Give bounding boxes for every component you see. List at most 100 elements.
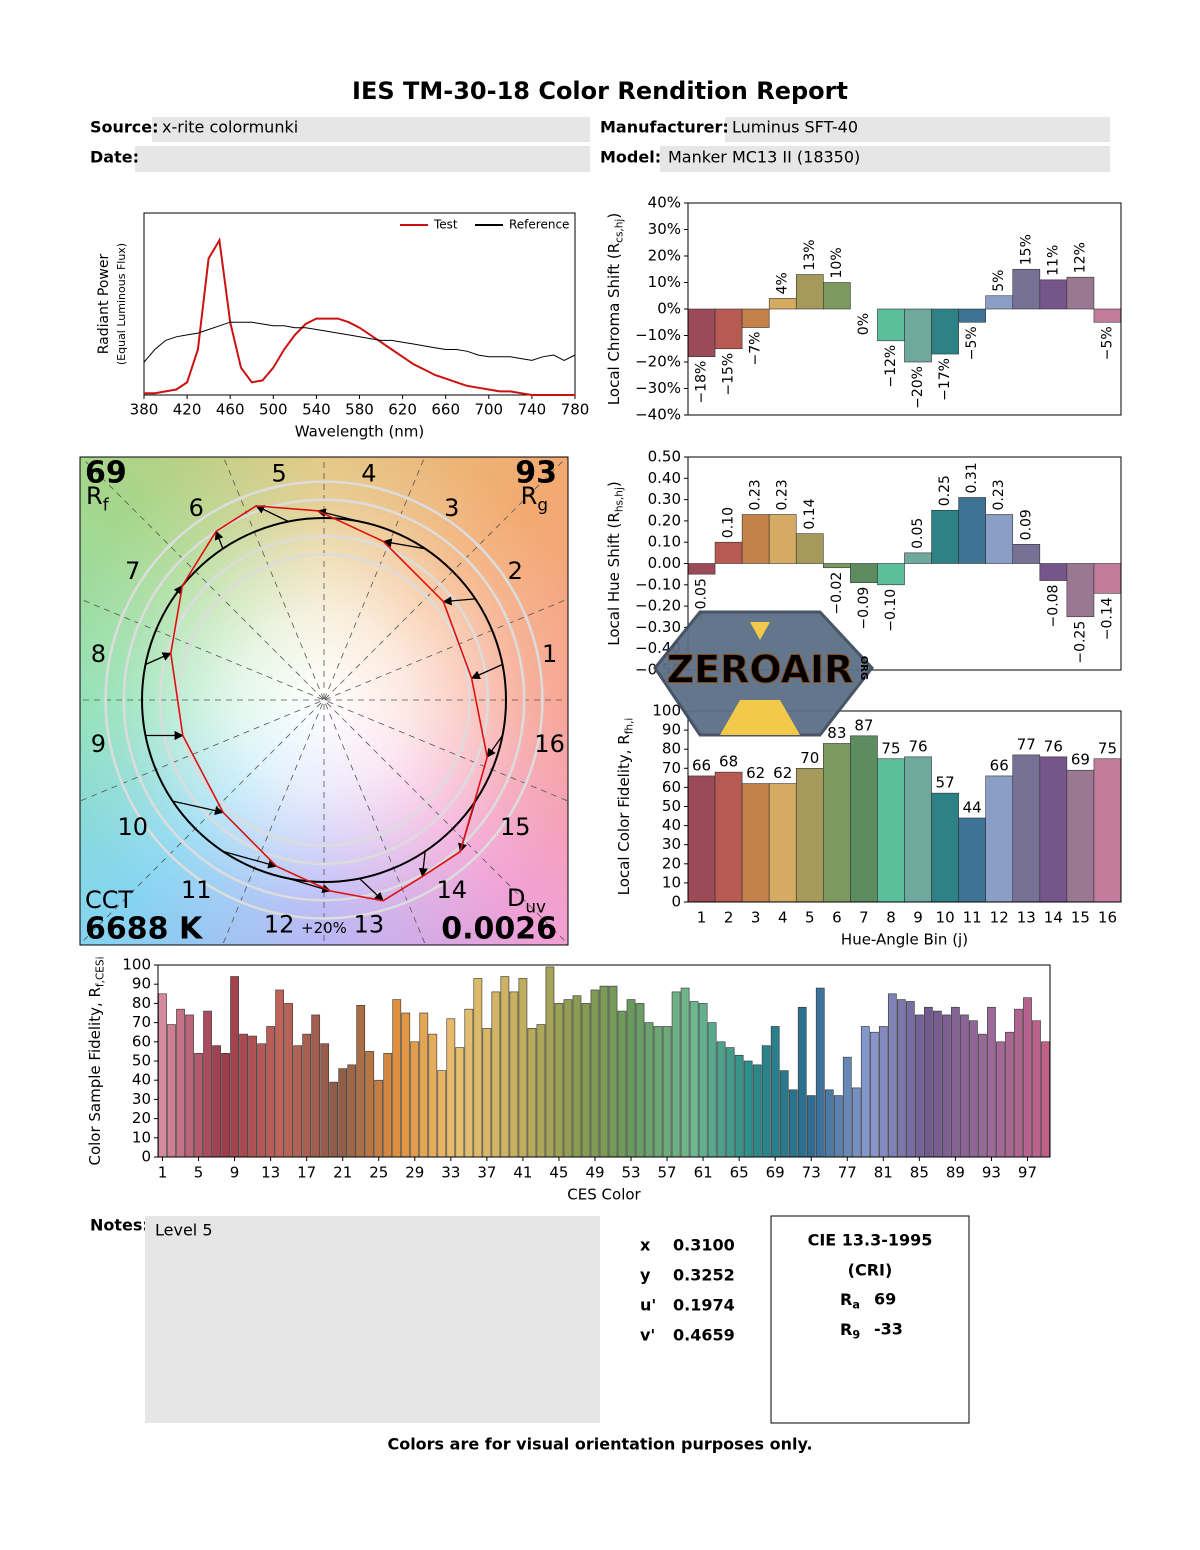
value-label: 57 bbox=[936, 774, 955, 792]
x-tick-label: 4 bbox=[778, 909, 788, 927]
bar bbox=[823, 563, 851, 569]
x-tick-label: 12 bbox=[990, 909, 1009, 927]
bar bbox=[869, 1031, 879, 1158]
value-label: 75 bbox=[1098, 739, 1117, 757]
value-label: 66 bbox=[692, 756, 711, 774]
bin-divider bbox=[80, 598, 568, 802]
value-label: 68 bbox=[719, 753, 738, 771]
bar bbox=[230, 976, 239, 1158]
x-tick-label: 14 bbox=[1044, 909, 1063, 927]
bar bbox=[203, 1010, 212, 1158]
bar bbox=[662, 1026, 672, 1158]
x-tick-label: 17 bbox=[297, 1164, 316, 1182]
report-title: IES TM-30-18 Color Rendition Report bbox=[352, 77, 848, 105]
bar bbox=[527, 1028, 537, 1158]
bar bbox=[464, 1008, 474, 1158]
bar bbox=[931, 308, 959, 355]
x-tick-label: 9 bbox=[230, 1164, 240, 1182]
cri-subtitle: (CRI) bbox=[848, 1261, 893, 1280]
bin-label: 14 bbox=[437, 876, 468, 904]
value-label: 70 bbox=[800, 749, 819, 767]
field-value: Luminus SFT-40 bbox=[732, 118, 858, 137]
bin-divider bbox=[80, 598, 568, 802]
y-axis-label-part: ) bbox=[605, 213, 623, 219]
bar bbox=[455, 1047, 465, 1158]
value-label: 10% bbox=[829, 247, 845, 278]
y-tick-label: 90 bbox=[132, 975, 151, 993]
y-tick-label: 40% bbox=[648, 194, 681, 212]
cri-value: -33 bbox=[874, 1320, 903, 1339]
y-tick-label: 70 bbox=[132, 1013, 151, 1031]
value-label: −5% bbox=[964, 326, 980, 360]
x-tick-label: 13 bbox=[261, 1164, 280, 1182]
x-tick-label: 6 bbox=[832, 909, 842, 927]
chromaticity: x 0.3100 y 0.3252 u' 0.1974 v' 0.4659 bbox=[640, 1236, 735, 1345]
value-label: 76 bbox=[908, 737, 927, 755]
bar bbox=[768, 514, 797, 564]
charts: 380 420 460 500 540 580 620 660 700 740 780Wavelen… bbox=[86, 194, 1122, 1204]
bar bbox=[437, 1070, 447, 1158]
bar bbox=[545, 966, 555, 1158]
x-tick-label: 25 bbox=[369, 1164, 388, 1182]
y-tick-label: 10 bbox=[662, 873, 681, 891]
bar bbox=[833, 1095, 843, 1158]
x-tick-label: 45 bbox=[549, 1164, 568, 1182]
bar bbox=[509, 991, 519, 1158]
bar bbox=[860, 1026, 870, 1158]
bar bbox=[768, 298, 797, 310]
bar bbox=[329, 1081, 339, 1158]
duv-label: Duv bbox=[507, 884, 546, 916]
x-tick-label: 10 bbox=[936, 909, 955, 927]
value-label: −0.05 bbox=[694, 578, 710, 621]
bar bbox=[877, 563, 905, 586]
bar bbox=[823, 282, 851, 310]
bar bbox=[779, 1070, 789, 1158]
ring-gridline bbox=[158, 534, 490, 866]
chromaticity-value: 0.3252 bbox=[673, 1266, 735, 1285]
y-tick-label: 30 bbox=[662, 835, 681, 853]
bin-label: 6 bbox=[189, 494, 204, 522]
value-label: −0.25 bbox=[1072, 621, 1088, 664]
cct-value: 6688 K bbox=[85, 912, 204, 947]
bar bbox=[960, 1014, 969, 1158]
ring-label: +20% bbox=[301, 919, 347, 937]
y-axis-label-part: Local Color Fidelity, R bbox=[615, 734, 633, 895]
bar bbox=[599, 985, 609, 1158]
cri-label-part: R bbox=[840, 1290, 852, 1309]
watermark-sub: ORG bbox=[858, 656, 869, 680]
y-tick-label: 0% bbox=[657, 300, 681, 318]
bar bbox=[770, 1026, 780, 1158]
x-tick-label: 33 bbox=[441, 1164, 460, 1182]
y-tick-label: 30 bbox=[132, 1090, 151, 1108]
x-tick-label: 780 bbox=[561, 401, 590, 419]
x-tick-label: 77 bbox=[838, 1164, 857, 1182]
bar bbox=[958, 497, 986, 564]
bar bbox=[356, 1005, 366, 1158]
x-tick-label: 11 bbox=[963, 909, 982, 927]
cct-label: CCT bbox=[85, 886, 134, 914]
bar bbox=[914, 1014, 924, 1158]
x-tick-label: 660 bbox=[431, 401, 460, 419]
cri-label: R9 bbox=[840, 1320, 860, 1342]
bar bbox=[581, 1003, 591, 1158]
shift-arrow bbox=[172, 584, 183, 600]
notes-box bbox=[145, 1216, 600, 1423]
bar bbox=[788, 1089, 798, 1158]
bar bbox=[896, 999, 906, 1158]
bar bbox=[1014, 1008, 1023, 1158]
y-axis-label-part: Color Sample Fidelity, R bbox=[86, 987, 104, 1165]
duv-label-part: uv bbox=[525, 896, 546, 916]
y-tick-label: 10% bbox=[648, 273, 681, 291]
field-value: x-rite colormunki bbox=[162, 118, 298, 137]
bar bbox=[293, 1045, 303, 1158]
y-axis-label-part: Local Chroma Shift (R bbox=[605, 243, 623, 405]
value-label: 0% bbox=[856, 313, 872, 335]
chromaticity-label: v' bbox=[640, 1326, 655, 1345]
y-tick-label: 100 bbox=[122, 956, 151, 974]
x-tick-label: 89 bbox=[946, 1164, 965, 1182]
x-tick-label: 57 bbox=[658, 1164, 677, 1182]
value-label: 13% bbox=[802, 239, 818, 270]
ring-gridline bbox=[104, 480, 544, 920]
bar bbox=[176, 1008, 185, 1158]
shift-arrow bbox=[486, 735, 504, 758]
